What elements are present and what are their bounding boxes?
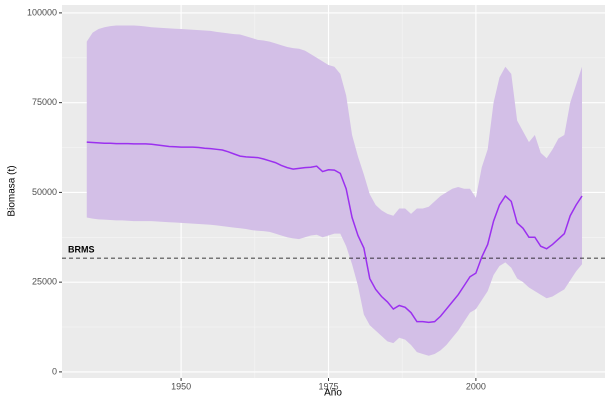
x-tick-label: 1950 <box>171 381 191 391</box>
x-axis-title: Año <box>324 388 342 399</box>
y-axis-title: Biomasa (t) <box>7 165 18 216</box>
median-line <box>86 141 583 324</box>
x-tick-label: 2000 <box>466 381 486 391</box>
y-tick-label: 100000 <box>27 7 57 17</box>
reference-label: BRMS <box>68 244 95 254</box>
y-tick-label: 0 <box>52 366 57 376</box>
confidence-band <box>86 25 583 356</box>
x-tick-label: 1975 <box>318 381 338 391</box>
y-tick-label: 50000 <box>32 187 57 197</box>
y-tick-label: 25000 <box>32 277 57 287</box>
y-tick-label: 75000 <box>32 97 57 107</box>
